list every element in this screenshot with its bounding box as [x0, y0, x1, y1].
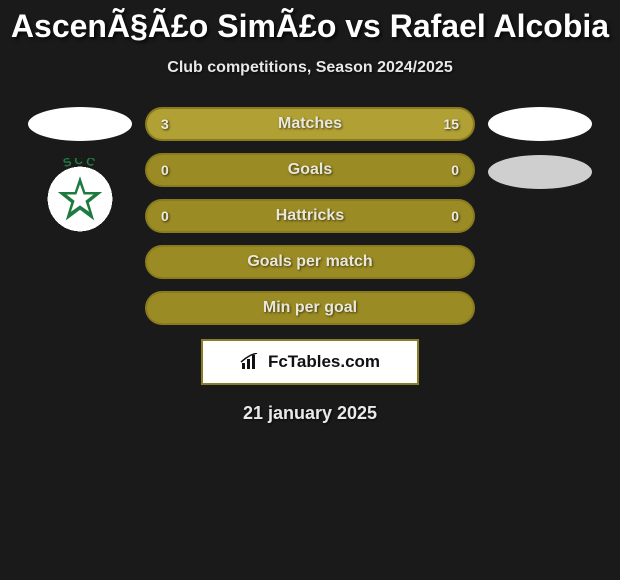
bar-hattricks: 0 Hattricks 0	[145, 199, 475, 233]
bar-fill-left	[147, 109, 202, 139]
comparison-bars: 3 Matches 15 0 Goals 0 0 Hattricks 0	[145, 107, 475, 325]
bar-goals: 0 Goals 0	[145, 153, 475, 187]
svg-text:SCC: SCC	[61, 158, 98, 170]
right-player-col	[485, 107, 595, 189]
bar-min-per-goal: Min per goal	[145, 291, 475, 325]
branding-text: FcTables.com	[268, 352, 380, 372]
page-title: AscenÃ§Ã£o SimÃ£o vs Rafael Alcobia	[0, 8, 620, 45]
bar-goals-per-match: Goals per match	[145, 245, 475, 279]
bar-value-right: 0	[451, 208, 459, 224]
club-badge-right-placeholder	[488, 155, 592, 189]
bar-chart-icon	[240, 353, 262, 371]
bar-label: Min per goal	[263, 299, 357, 317]
star-icon	[52, 171, 108, 227]
bar-label: Matches	[278, 115, 342, 133]
bar-value-left: 0	[161, 162, 169, 178]
subtitle: Club competitions, Season 2024/2025	[0, 59, 620, 77]
player-photo-left-placeholder	[28, 107, 132, 141]
bar-label: Hattricks	[276, 207, 344, 225]
club-badge-left: SCC	[36, 155, 124, 243]
branding-link[interactable]: FcTables.com	[201, 339, 419, 385]
bar-matches: 3 Matches 15	[145, 107, 475, 141]
bar-value-left: 0	[161, 208, 169, 224]
left-player-col: SCC	[25, 107, 135, 243]
bar-label: Goals per match	[247, 253, 372, 271]
bar-value-left: 3	[161, 116, 169, 132]
bar-label: Goals	[288, 161, 332, 179]
player-photo-right-placeholder	[488, 107, 592, 141]
date-text: 21 january 2025	[0, 403, 620, 424]
bar-value-right: 0	[451, 162, 459, 178]
bar-value-right: 15	[443, 116, 459, 132]
